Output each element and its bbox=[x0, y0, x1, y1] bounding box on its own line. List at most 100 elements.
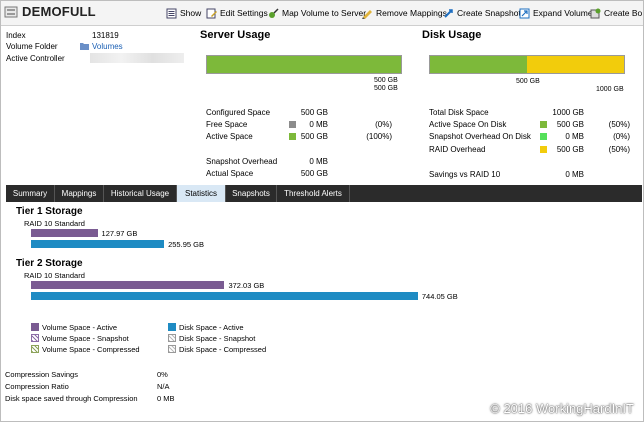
tab-mappings[interactable]: Mappings bbox=[55, 185, 104, 202]
tier2-disk-bar bbox=[31, 292, 418, 300]
expand-volume-button[interactable]: Expand Volume bbox=[519, 5, 593, 21]
toolbar-label: Create Bo bbox=[604, 8, 643, 18]
tier1-disk-value: 255.95 GB bbox=[168, 240, 204, 249]
tab-statistics[interactable]: Statistics bbox=[177, 185, 226, 202]
compression-savings-label: Compression Savings bbox=[5, 370, 78, 379]
toolbar-label: Show bbox=[180, 8, 202, 18]
map-volume-icon bbox=[269, 7, 279, 18]
disk-row-value: 500 GB bbox=[556, 145, 584, 154]
tier-raid-label: RAID 10 Standard bbox=[24, 219, 85, 228]
create-boot-icon bbox=[590, 8, 601, 18]
server-row-pct: (100%) bbox=[366, 132, 392, 141]
expand-volume-icon bbox=[519, 8, 530, 18]
tier1-disk-bar bbox=[31, 240, 165, 248]
compression-ratio-label: Compression Ratio bbox=[5, 382, 69, 391]
page-title: DEMOFULL bbox=[22, 4, 96, 19]
disk-row-value: 500 GB bbox=[556, 120, 584, 129]
server-axis-top: 500 GB bbox=[374, 77, 398, 84]
disk-row-value: 0 MB bbox=[565, 132, 584, 141]
server-row-value: 500 GB bbox=[300, 132, 328, 141]
legend-swatch-disk-snapshot bbox=[168, 334, 176, 342]
disk-row-label: Snapshot Overhead On Disk bbox=[429, 132, 531, 141]
disk-row-pct: (50%) bbox=[608, 145, 630, 154]
disk-row-value: 0 MB bbox=[565, 170, 584, 179]
title-bar: DEMOFULL Show Edit Settings Map Volume t… bbox=[0, 0, 644, 26]
tab-historical-usage[interactable]: Historical Usage bbox=[104, 185, 177, 202]
server-row-value: 0 MB bbox=[309, 157, 328, 166]
server-row-value: 0 MB bbox=[309, 120, 328, 129]
show-icon bbox=[166, 8, 177, 18]
disk-usage-title: Disk Usage bbox=[422, 29, 482, 41]
server-active-fill bbox=[207, 56, 401, 73]
disk-row-pct: (0%) bbox=[613, 132, 630, 141]
tier1-volume-value: 127.97 GB bbox=[101, 229, 138, 238]
volume-folder-link[interactable]: Volumes bbox=[92, 42, 123, 51]
legend-label: Volume Space - Active bbox=[42, 323, 118, 332]
show-button[interactable]: Show bbox=[166, 5, 201, 21]
legend-label: Volume Space - Snapshot bbox=[42, 334, 129, 343]
server-row-label: Active Space bbox=[206, 132, 253, 141]
map-volume-button[interactable]: Map Volume to Server bbox=[268, 5, 366, 21]
legend-swatch-disk-active bbox=[168, 323, 176, 331]
watermark: © 2016 WorkingHardInIT bbox=[490, 401, 634, 416]
toolbar-label: Create Snapshot bbox=[457, 8, 521, 18]
create-boot-button[interactable]: Create Bo bbox=[590, 5, 642, 21]
server-row-label: Snapshot Overhead bbox=[206, 157, 278, 166]
server-axis-bottom: 500 GB bbox=[374, 85, 398, 92]
compression-saved-label: Disk space saved through Compression bbox=[5, 394, 138, 403]
disk-active-fill bbox=[430, 56, 527, 73]
compression-saved-value: 0 MB bbox=[157, 394, 175, 403]
active-space-swatch bbox=[289, 133, 296, 140]
toolbar-label: Map Volume to Server bbox=[282, 8, 367, 18]
toolbar-label: Expand Volume bbox=[533, 8, 593, 18]
volume-icon bbox=[4, 6, 18, 18]
tab-snapshots[interactable]: Snapshots bbox=[226, 185, 277, 202]
snapshot-overhead-swatch bbox=[540, 133, 547, 140]
server-row-label: Actual Space bbox=[206, 169, 254, 178]
toolbar-label: Remove Mappings bbox=[376, 8, 447, 18]
tier2-volume-bar bbox=[31, 281, 225, 289]
active-controller-label: Active Controller bbox=[6, 54, 65, 63]
disk-row-label: Total Disk Space bbox=[429, 108, 489, 117]
disk-axis-end: 1000 GB bbox=[596, 86, 624, 93]
server-row-label: Configured Space bbox=[206, 108, 271, 117]
tab-threshold-alerts[interactable]: Threshold Alerts bbox=[277, 185, 350, 202]
server-usage-bar bbox=[206, 55, 402, 74]
index-label: Index bbox=[6, 31, 26, 40]
remove-mappings-icon bbox=[362, 9, 372, 19]
disk-raid-fill bbox=[527, 56, 624, 73]
toolbar-label: Edit Settings bbox=[220, 8, 268, 18]
compression-ratio-value: N/A bbox=[157, 382, 170, 391]
disk-usage-bar bbox=[429, 55, 625, 74]
active-on-disk-swatch bbox=[540, 121, 547, 128]
disk-row-pct: (50%) bbox=[608, 120, 630, 129]
legend-swatch-volume-active bbox=[31, 323, 39, 331]
active-controller-value-redacted bbox=[90, 53, 184, 63]
server-usage-title: Server Usage bbox=[200, 29, 271, 41]
server-row-value: 500 GB bbox=[300, 108, 328, 117]
disk-row-label: Savings vs RAID 10 bbox=[429, 170, 501, 179]
disk-axis-mid: 500 GB bbox=[516, 78, 540, 85]
server-row-value: 500 GB bbox=[300, 169, 328, 178]
legend-swatch-volume-snapshot bbox=[31, 334, 39, 342]
disk-row-label: Active Space On Disk bbox=[429, 120, 507, 129]
create-snapshot-button[interactable]: Create Snapshot bbox=[443, 5, 521, 21]
compression-savings-value: 0% bbox=[157, 370, 168, 379]
disk-row-label: RAID Overhead bbox=[429, 145, 486, 154]
tab-summary[interactable]: Summary bbox=[6, 185, 55, 202]
edit-settings-icon bbox=[206, 8, 217, 18]
tier-raid-label: RAID 10 Standard bbox=[24, 271, 85, 280]
remove-mappings-button[interactable]: Remove Mappings bbox=[362, 5, 447, 21]
free-space-swatch bbox=[289, 121, 296, 128]
legend-label: Volume Space - Compressed bbox=[42, 345, 140, 354]
edit-settings-button[interactable]: Edit Settings bbox=[206, 5, 268, 21]
create-snapshot-icon bbox=[444, 8, 453, 18]
volume-folder-label: Volume Folder bbox=[6, 42, 58, 51]
server-row-label: Free Space bbox=[206, 120, 248, 129]
index-value: 131819 bbox=[92, 31, 119, 40]
legend-swatch-disk-compressed bbox=[168, 345, 176, 353]
legend-label: Disk Space - Active bbox=[179, 323, 244, 332]
legend-label: Disk Space - Compressed bbox=[179, 345, 267, 354]
disk-row-value: 1000 GB bbox=[552, 108, 584, 117]
legend-label: Disk Space - Snapshot bbox=[179, 334, 256, 343]
